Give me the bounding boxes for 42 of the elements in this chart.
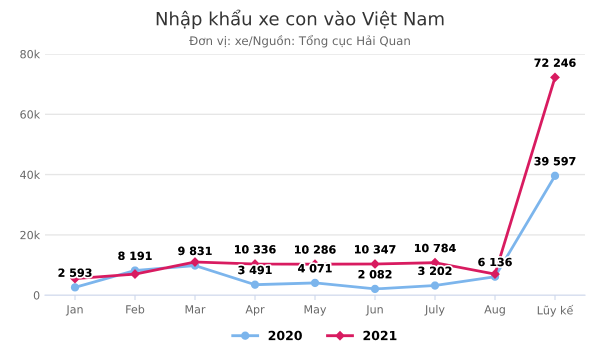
data-label: 3 202 [418,266,452,276]
legend-label: 2021 [363,330,396,340]
y-tick-label: 60k [20,110,40,119]
y-tick-label: 40k [20,170,40,179]
point [370,259,380,269]
legend-label: 2020 [268,330,302,340]
x-tick-label: Aug [484,305,505,316]
data-label: 9 831 [178,246,212,256]
x-tick-label: Jan [66,305,83,316]
data-label: 3 491 [238,266,272,274]
data-label: 10 336 [234,245,276,254]
point [490,269,500,279]
point [430,281,440,290]
data-label: 2 082 [358,270,392,278]
point [70,283,80,292]
data-label: 10 784 [414,244,456,252]
x-tick-label: May [304,305,326,316]
y-tick-label: 80k [20,50,40,58]
point [310,278,320,288]
x-tick-label: Lũy kế [538,304,574,317]
data-label: 72 246 [534,58,576,67]
x-tick-label: Apr [245,305,265,316]
data-label: 39 597 [534,156,576,166]
y-tick-label: 0 [34,291,40,300]
chart-subtitle: Đơn vị: xe/Nguồn: Tổng cục Hải Quan [189,34,410,48]
data-label: 10 286 [294,245,336,254]
x-tick-label: Feb [126,304,144,314]
point [250,280,260,289]
data-label: 10 347 [354,245,396,254]
point [550,172,560,180]
data-label: 8 191 [118,252,152,260]
point [190,257,200,267]
chart-title: Nhập khẩu xe con vào Việt Nam [156,10,444,29]
point [550,72,560,82]
x-tick-label: July [424,304,445,316]
y-tick-label: 20k [20,230,40,240]
data-label: 4 071 [298,264,332,272]
x-tick-label: Mar [186,305,206,314]
x-tick-label: Jun [366,305,383,316]
point [370,284,380,294]
data-label: 2 593 [58,268,92,277]
point [130,269,140,279]
